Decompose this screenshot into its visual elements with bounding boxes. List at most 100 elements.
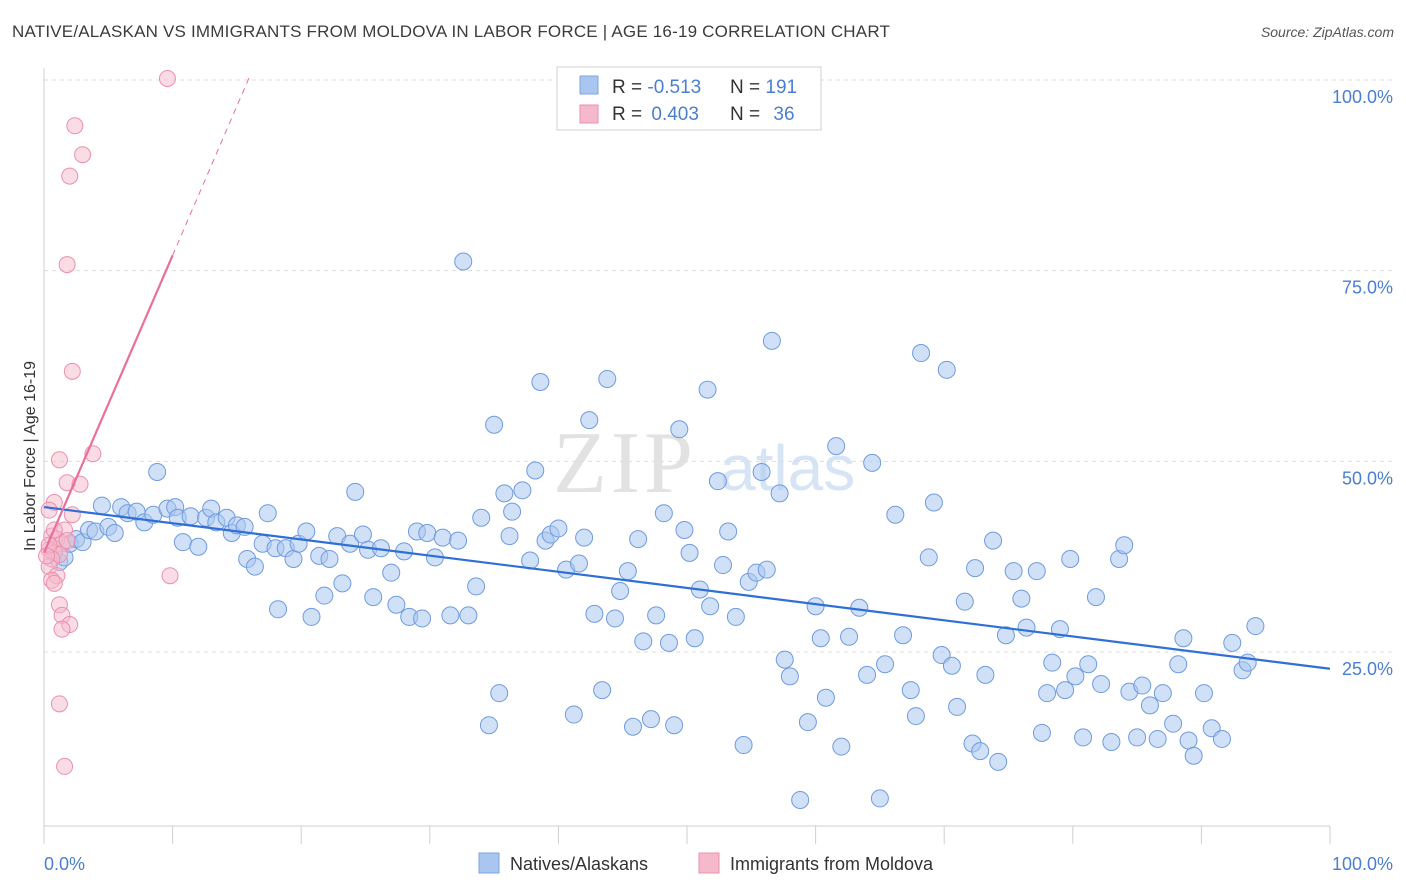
legend-swatch-pink <box>579 104 599 124</box>
data-point-natives <box>976 665 995 684</box>
data-point-natives <box>665 716 684 735</box>
data-point-natives <box>752 463 771 482</box>
data-point-natives <box>641 710 660 729</box>
data-point-moldova <box>53 620 71 638</box>
data-point-natives <box>258 504 277 523</box>
data-point-natives <box>459 606 478 625</box>
data-point-natives <box>245 557 264 576</box>
data-point-natives <box>1169 655 1188 674</box>
data-point-natives <box>605 609 624 628</box>
data-point-moldova <box>45 574 63 592</box>
data-point-natives <box>618 562 637 581</box>
data-point-natives <box>1086 588 1105 607</box>
bottom-legend: Natives/Alaskans Immigrants from Moldova <box>478 852 934 874</box>
data-point-natives <box>1061 549 1080 568</box>
legend-swatch-blue <box>579 75 599 95</box>
data-point-natives <box>791 790 810 809</box>
data-point-natives <box>564 705 583 724</box>
data-point-natives <box>654 504 673 523</box>
data-point-natives <box>623 717 642 736</box>
data-point-natives <box>1074 728 1093 747</box>
data-point-natives <box>1079 655 1098 674</box>
data-point-natives <box>675 520 694 539</box>
data-point-natives <box>105 524 124 543</box>
data-point-natives <box>413 609 432 628</box>
data-point-natives <box>449 531 468 550</box>
data-point-natives <box>284 549 303 568</box>
data-point-natives <box>387 595 406 614</box>
data-point-natives <box>719 522 738 541</box>
data-point-natives <box>1148 729 1167 748</box>
data-point-moldova <box>38 547 56 565</box>
data-point-natives <box>503 502 522 521</box>
data-point-natives <box>840 627 859 646</box>
legend-n-value-1: 191 <box>765 77 797 98</box>
data-point-natives <box>1004 562 1023 581</box>
data-point-natives <box>593 681 612 700</box>
data-point-moldova <box>58 532 76 550</box>
data-point-natives <box>832 737 851 756</box>
trend-line-moldova-extension <box>172 75 251 256</box>
y-tick-label-25: 25.0% <box>1342 659 1393 679</box>
data-point-natives <box>1043 653 1062 672</box>
data-point-natives <box>1032 723 1051 742</box>
legend-n-value-2: 36 <box>773 104 794 125</box>
data-point-natives <box>912 344 931 363</box>
data-point-natives <box>827 437 846 456</box>
legend-r-label-1: R = <box>612 77 647 98</box>
y-tick-label-100: 100.0% <box>1332 87 1393 107</box>
data-point-natives <box>611 581 630 600</box>
data-point-natives <box>189 537 208 556</box>
data-point-natives <box>526 461 545 480</box>
data-point-moldova <box>74 146 92 164</box>
data-point-natives <box>500 527 519 546</box>
data-point-natives <box>364 588 383 607</box>
data-point-natives <box>906 707 925 726</box>
legend-n-label-2: N = <box>730 104 765 125</box>
data-point-natives <box>966 559 985 578</box>
axes <box>43 68 1331 844</box>
data-point-natives <box>549 519 568 538</box>
svg-text:R = 0.403: R = 0.403 <box>612 104 699 125</box>
data-point-natives <box>780 667 799 686</box>
data-point-moldova <box>50 451 68 469</box>
data-point-natives <box>858 665 877 684</box>
data-point-natives <box>1092 675 1111 694</box>
data-point-moldova <box>61 167 79 185</box>
data-point-natives <box>1212 729 1231 748</box>
data-point-natives <box>1164 714 1183 733</box>
data-point-natives <box>148 463 167 482</box>
data-point-natives <box>1246 617 1265 636</box>
data-point-natives <box>580 411 599 430</box>
legend-r-value-1: -0.513 <box>647 77 701 98</box>
data-point-natives <box>1066 667 1085 686</box>
data-point-natives <box>984 531 1003 550</box>
data-point-natives <box>701 597 720 616</box>
data-point-natives <box>302 607 321 626</box>
bottom-legend-label-moldova: Immigrants from Moldova <box>730 854 934 874</box>
top-legend: R = -0.513 N = 191 R = 0.403 N = 36 <box>556 66 822 131</box>
data-point-natives <box>1140 696 1159 715</box>
bottom-legend-swatch-pink <box>698 852 720 874</box>
data-point-natives <box>575 528 594 547</box>
x-tick-label-min: 0.0% <box>44 854 85 874</box>
data-point-natives <box>762 331 781 350</box>
data-point-moldova <box>161 567 179 585</box>
data-point-natives <box>924 493 943 512</box>
data-point-natives <box>454 252 473 271</box>
data-point-natives <box>1128 728 1147 747</box>
svg-text:N = 191: N = 191 <box>730 77 797 98</box>
data-point-moldova <box>63 362 81 380</box>
data-point-natives <box>708 472 727 491</box>
legend-n-label-1: N = <box>730 77 765 98</box>
data-point-natives <box>1027 562 1046 581</box>
series-immigrants-moldova <box>38 69 179 775</box>
trend-line-moldova <box>42 254 174 554</box>
y-tick-label-50: 50.0% <box>1342 468 1393 488</box>
y-tick-label-75: 75.0% <box>1342 278 1393 298</box>
data-point-natives <box>269 600 288 619</box>
data-point-natives <box>1223 633 1242 652</box>
data-point-natives <box>634 632 653 651</box>
data-point-natives <box>659 633 678 652</box>
